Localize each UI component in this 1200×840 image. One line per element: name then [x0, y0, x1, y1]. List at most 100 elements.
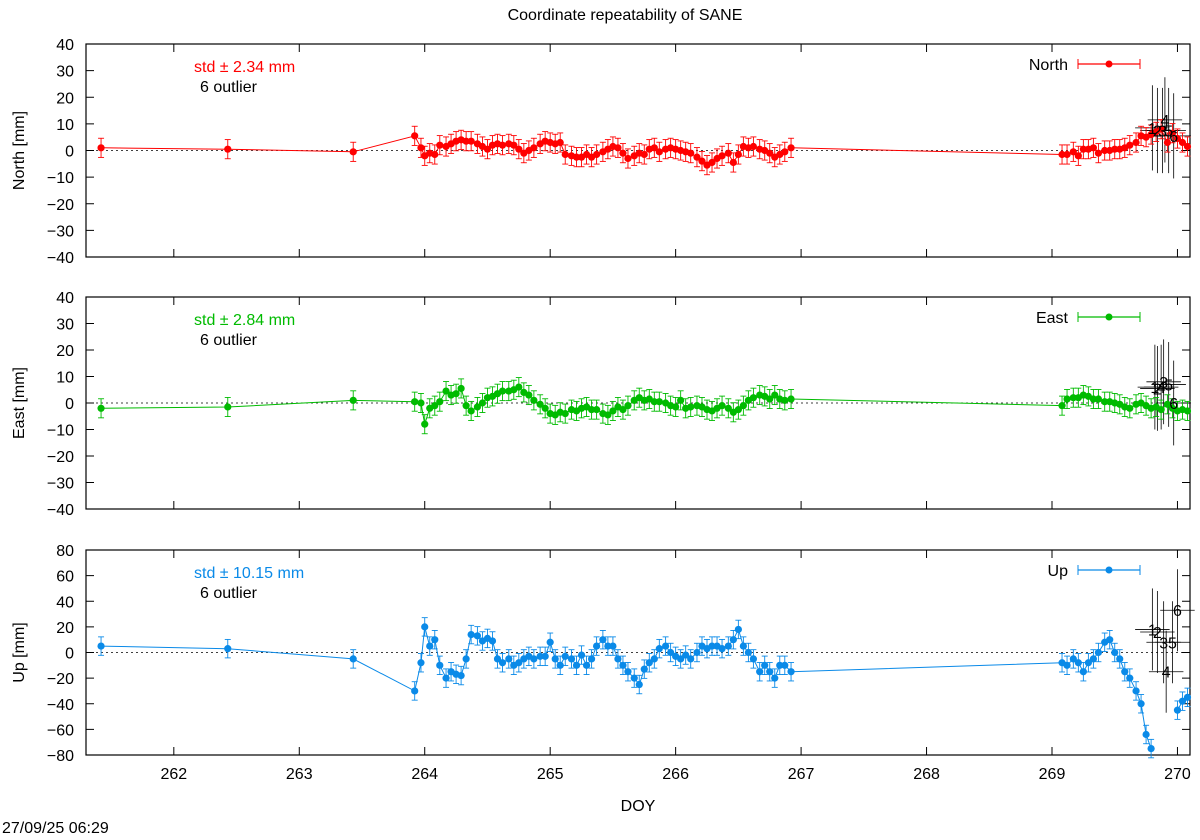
data-point — [525, 391, 533, 399]
data-point — [1111, 648, 1119, 657]
data-point — [729, 636, 737, 644]
y-tick-label: 40 — [56, 594, 74, 611]
data-point — [561, 652, 569, 660]
y-tick-label: −40 — [47, 502, 74, 519]
data-point — [1106, 636, 1114, 644]
data-point — [411, 398, 419, 406]
data-point — [593, 150, 601, 159]
outlier-count: 6 outlier — [200, 79, 258, 96]
data-point — [505, 655, 513, 663]
data-point — [572, 661, 581, 669]
outlier-label: 1 — [1148, 622, 1157, 639]
data-point — [97, 144, 105, 152]
data-point — [624, 402, 632, 410]
data-point — [1063, 395, 1071, 403]
data-point — [498, 387, 507, 395]
data-point — [536, 652, 544, 660]
outlier-count: 6 outlier — [200, 585, 258, 602]
data-point — [682, 651, 690, 659]
outlier-label: 6 — [1173, 603, 1182, 620]
data-point — [1089, 655, 1097, 663]
legend-label: East — [1036, 310, 1069, 327]
y-tick-label: 40 — [56, 290, 74, 307]
y-tick-label: 40 — [56, 37, 74, 54]
outlier-label: 5 — [1164, 124, 1173, 141]
data-point — [645, 659, 653, 667]
data-point — [530, 655, 538, 663]
data-point — [687, 655, 695, 663]
data-point — [473, 403, 482, 411]
y-tick-label: −20 — [47, 671, 74, 688]
data-point — [1147, 744, 1155, 753]
outlier-label: 2 — [1153, 625, 1162, 642]
data-point — [662, 642, 670, 650]
y-tick-label: 30 — [56, 64, 74, 81]
y-tick-label: −20 — [47, 197, 74, 214]
data-point — [1173, 134, 1182, 143]
data-point — [614, 144, 622, 152]
data-point — [771, 674, 779, 682]
y-axis-label: North [mm] — [11, 111, 28, 190]
outlier-label: 3 — [1159, 375, 1168, 392]
data-point — [541, 652, 549, 660]
data-point — [1142, 730, 1150, 739]
data-point — [551, 655, 559, 663]
outlier-label: 4 — [1160, 113, 1169, 130]
data-point — [530, 396, 538, 404]
data-point — [417, 659, 425, 667]
data-point — [593, 406, 601, 414]
data-point — [1079, 145, 1087, 153]
data-point — [734, 406, 742, 414]
data-point — [530, 144, 538, 152]
outlier-label: 2 — [1153, 124, 1162, 141]
data-point — [640, 150, 648, 159]
y-axis-label: East [mm] — [11, 367, 28, 439]
data-point — [488, 637, 497, 645]
data-point — [462, 655, 470, 663]
y-tick-label: 0 — [65, 396, 74, 413]
outlier-label: 6 — [1169, 396, 1178, 413]
data-point — [556, 138, 564, 147]
data-point — [546, 638, 554, 646]
data-point — [498, 141, 507, 149]
data-point — [462, 137, 470, 145]
data-point — [1132, 138, 1140, 147]
data-point — [729, 158, 737, 167]
data-point — [426, 642, 434, 650]
y-tick-label: −20 — [47, 449, 74, 466]
data-point — [677, 655, 685, 663]
outlier-label: 5 — [1164, 377, 1173, 394]
data-point — [436, 661, 444, 669]
data-point — [1168, 129, 1177, 137]
data-point — [431, 636, 439, 644]
outlier-label: 5 — [1168, 635, 1177, 652]
data-point — [739, 642, 747, 650]
data-point — [567, 655, 576, 663]
data-point — [1137, 700, 1145, 708]
data-point — [421, 623, 429, 631]
data-point — [698, 157, 706, 165]
y-tick-label: 80 — [56, 543, 74, 560]
data-point — [467, 407, 475, 415]
data-point — [766, 668, 774, 676]
outlier-label: 3 — [1158, 124, 1167, 141]
data-point — [1116, 655, 1124, 663]
data-point — [781, 661, 789, 669]
data-point — [749, 142, 758, 151]
data-point — [624, 154, 632, 163]
data-point — [1126, 674, 1134, 682]
data-point — [515, 145, 523, 153]
data-point — [452, 390, 460, 398]
data-point — [1069, 655, 1077, 663]
legend-marker — [1105, 60, 1113, 68]
x-tick-label: 270 — [1164, 766, 1191, 783]
data-point — [766, 395, 774, 403]
outlier-label: 6 — [1169, 129, 1178, 146]
data-point — [667, 648, 675, 657]
data-point — [493, 655, 502, 663]
y-tick-label: 0 — [65, 144, 74, 161]
data-point — [749, 655, 758, 663]
outlier-label: 3 — [1159, 635, 1168, 652]
